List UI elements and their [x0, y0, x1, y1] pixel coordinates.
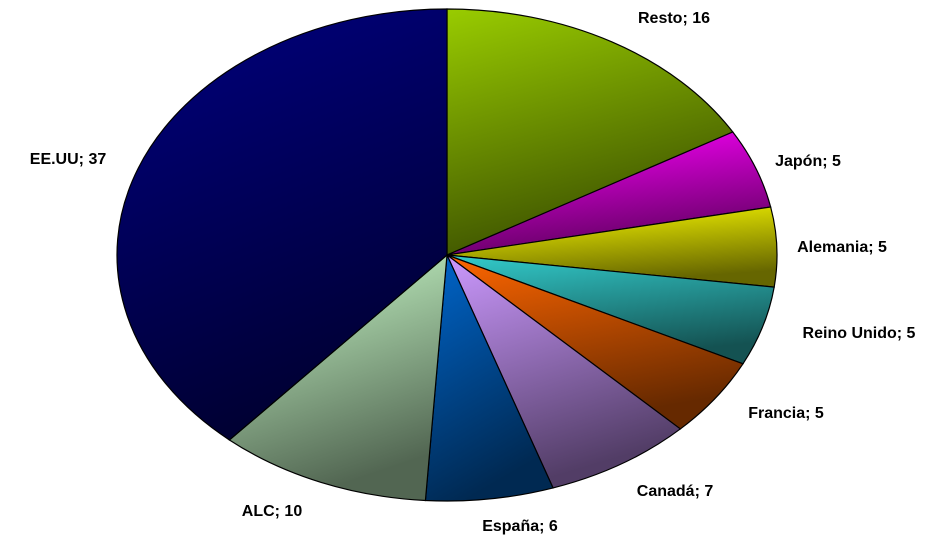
data-label: ALC; 10: [242, 503, 303, 520]
pie-slice: [424, 252, 554, 502]
data-label: Alemania; 5: [797, 239, 887, 256]
pie-slice: [228, 253, 448, 502]
data-label: Francia; 5: [748, 405, 824, 422]
pie-slice: [446, 8, 734, 256]
data-label: Reino Unido; 5: [803, 325, 916, 342]
data-label: EE.UU; 37: [30, 151, 107, 168]
data-label: Canadá; 7: [637, 483, 714, 500]
data-label: Resto; 16: [638, 10, 710, 27]
pie-slice: [116, 8, 448, 441]
data-label: Japón; 5: [775, 153, 841, 170]
pie-slice: [446, 254, 682, 489]
data-label: España; 6: [482, 518, 558, 535]
